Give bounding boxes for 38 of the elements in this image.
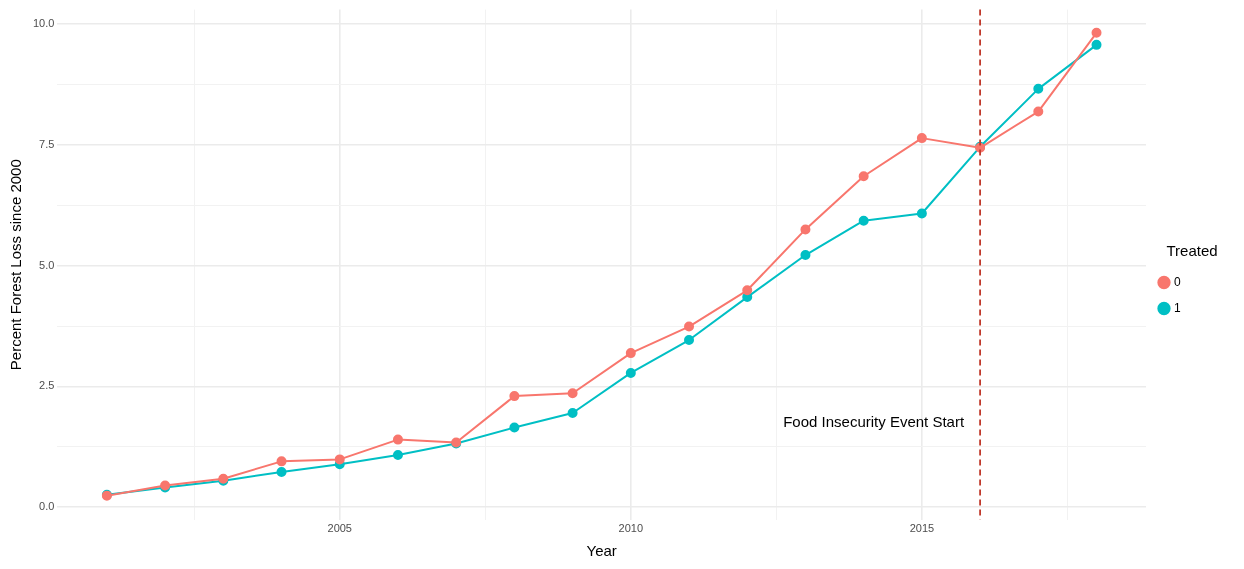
point	[800, 250, 811, 261]
point	[684, 335, 695, 346]
point	[276, 456, 287, 467]
point	[742, 285, 753, 296]
y-tick-label: 10.0	[32, 17, 55, 30]
point	[509, 422, 520, 433]
point	[858, 215, 869, 226]
point	[567, 408, 578, 419]
x-axis-title: Year	[586, 542, 617, 560]
point	[625, 367, 636, 378]
annotation: Food Insecurity Event Start	[783, 413, 965, 430]
y-tick-label: 5.0	[39, 258, 55, 271]
point	[567, 388, 578, 399]
legend-label: 1	[1174, 300, 1181, 315]
point	[625, 348, 636, 359]
x-tick-label: 2010	[618, 522, 644, 535]
point	[392, 450, 403, 461]
point	[392, 434, 403, 445]
point	[684, 321, 695, 332]
point	[916, 133, 927, 144]
point	[509, 391, 520, 402]
point	[858, 171, 869, 182]
point	[800, 224, 811, 235]
point	[1091, 27, 1102, 38]
point	[1033, 83, 1044, 94]
legend-label: 0	[1174, 274, 1181, 289]
point	[1033, 106, 1044, 117]
point	[916, 208, 927, 219]
x-tick-label: 2005	[327, 522, 352, 535]
y-tick-label: 7.5	[39, 137, 55, 150]
point	[334, 454, 345, 465]
y-axis-title: Percent Forest Loss since 2000	[7, 159, 25, 371]
point	[276, 466, 287, 477]
y-tick-label: 0.0	[39, 500, 55, 513]
point	[1091, 39, 1102, 50]
x-tick-label: 2015	[909, 522, 935, 535]
legend-title: Treated	[1166, 242, 1218, 260]
y-tick-label: 2.5	[39, 379, 55, 392]
